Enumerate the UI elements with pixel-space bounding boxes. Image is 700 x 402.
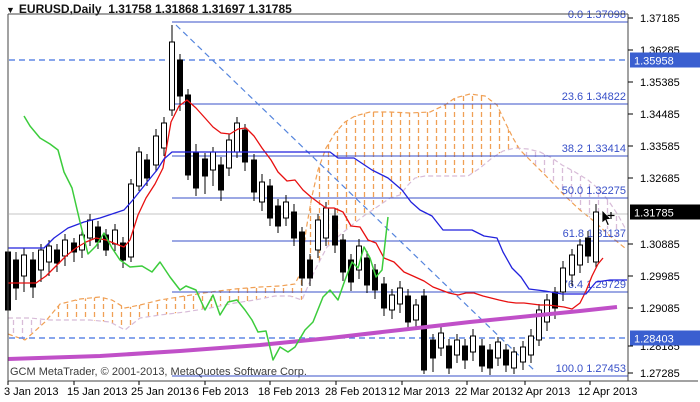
svg-text:1.37185: 1.37185	[640, 13, 680, 25]
svg-text:25 Jan 2013: 25 Jan 2013	[131, 386, 192, 398]
svg-text:1.30885: 1.30885	[640, 239, 680, 251]
symbol-period-label: EURUSD,Daily	[18, 2, 102, 16]
svg-text:2 Apr 2013: 2 Apr 2013	[517, 386, 570, 398]
svg-text:50.0 1.32275: 50.0 1.32275	[562, 185, 626, 197]
quote-header: ▼ EURUSD,Daily 1.31758 1.31868 1.31697 1.…	[6, 2, 292, 16]
svg-text:1.32685: 1.32685	[640, 173, 680, 185]
svg-text:1.29985: 1.29985	[640, 271, 680, 283]
svg-text:22 Mar 2013: 22 Mar 2013	[455, 386, 517, 398]
svg-text:12 Mar 2013: 12 Mar 2013	[388, 386, 450, 398]
svg-text:1.35385: 1.35385	[640, 77, 680, 89]
svg-text:0.0 1.37098: 0.0 1.37098	[568, 9, 626, 21]
svg-text:1.29085: 1.29085	[640, 303, 680, 315]
ohlc-values: 1.31758 1.31868 1.31697 1.31785	[108, 2, 292, 16]
ichimoku-cloud	[7, 93, 626, 341]
svg-text:1.34485: 1.34485	[640, 109, 680, 121]
svg-text:28 Feb 2013: 28 Feb 2013	[325, 386, 387, 398]
price-axis[interactable]: 1.371851.362851.353851.344851.335851.326…	[628, 13, 680, 380]
mouse-cursor-icon	[601, 209, 615, 227]
svg-text:1.28403: 1.28403	[634, 334, 674, 346]
svg-text:18 Feb 2013: 18 Feb 2013	[258, 386, 320, 398]
chart-frame	[7, 13, 698, 382]
svg-text:23.6 1.34822: 23.6 1.34822	[562, 91, 626, 103]
date-axis[interactable]: 3 Jan 2013 15 Jan 2013 25 Jan 2013 6 Feb 20…	[4, 381, 637, 398]
svg-text:38.2 1.33414: 38.2 1.33414	[562, 143, 626, 155]
svg-text:12 Apr 2013: 12 Apr 2013	[578, 386, 637, 398]
candlesticks	[5, 25, 599, 375]
svg-text:6 Feb 2013: 6 Feb 2013	[193, 386, 249, 398]
svg-text:1.31785: 1.31785	[634, 208, 674, 220]
indicator-lines	[7, 99, 627, 361]
symbol-dropdown-icon[interactable]: ▼	[6, 5, 15, 15]
copyright-text: GCM MetaTrader, © 2001-2013, MetaQuotes …	[10, 366, 307, 378]
price-badges: 1.35958 1.31785 1.28403	[630, 52, 700, 346]
svg-text:3 Jan 2013: 3 Jan 2013	[4, 386, 58, 398]
trendline[interactable]	[175, 24, 537, 373]
svg-text:1.33585: 1.33585	[640, 141, 680, 153]
svg-text:15 Jan 2013: 15 Jan 2013	[67, 386, 128, 398]
svg-text:1.27285: 1.27285	[640, 368, 680, 380]
svg-text:1.35958: 1.35958	[634, 56, 674, 68]
svg-text:100.0 1.27453: 100.0 1.27453	[556, 363, 626, 375]
horizontal-line-tools[interactable]	[9, 59, 628, 339]
